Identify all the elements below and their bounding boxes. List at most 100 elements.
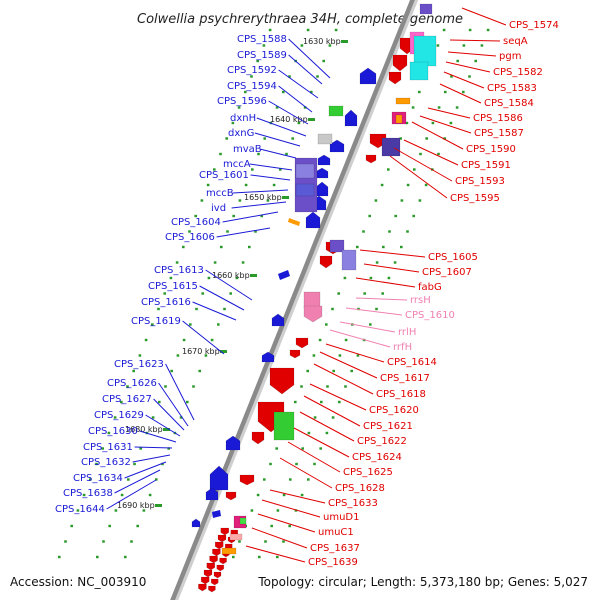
tick-dot	[462, 44, 466, 47]
gene-label-left: CPS_1627	[102, 394, 152, 405]
leader-line	[261, 499, 321, 518]
leader-line	[182, 320, 225, 355]
right-gene-arrow	[239, 474, 255, 486]
tick-dot	[307, 478, 310, 481]
tick-dot	[250, 75, 253, 78]
gene-label-right: CPS_1633	[328, 498, 378, 509]
tick-dot	[127, 478, 130, 481]
tick-dot	[144, 338, 148, 342]
right-gene-arrow	[210, 578, 219, 586]
tick-dot	[318, 338, 322, 342]
tick-dot	[155, 478, 158, 481]
tick-dot	[437, 152, 440, 156]
tick-dot	[455, 106, 459, 109]
gene-label-right: CPS_1605	[428, 252, 478, 263]
tick-dot	[322, 59, 325, 63]
tick-dot	[486, 28, 490, 32]
backbone-line	[170, 0, 415, 600]
leader-line	[419, 115, 472, 134]
gene-box-cyan	[413, 35, 437, 67]
right-gene-arrow	[213, 571, 222, 579]
tick-dot	[89, 478, 92, 481]
tick-dot	[256, 493, 260, 497]
tick-dot	[289, 478, 292, 481]
tick-dot	[136, 524, 139, 528]
tick-dot	[375, 261, 379, 264]
tick-dot	[295, 462, 298, 466]
left-gene-arrow	[344, 109, 358, 127]
tick-dot	[151, 323, 154, 326]
tick-dot	[254, 230, 257, 233]
left-gene-arrow	[315, 167, 329, 179]
leader-line	[199, 285, 245, 311]
tick-dot	[169, 276, 173, 280]
tick-dot	[182, 245, 185, 249]
gene-box-violet	[419, 3, 433, 15]
tick-dot	[132, 369, 135, 373]
leader-line	[427, 107, 471, 119]
gene-label-left: CPS_1629	[94, 410, 144, 421]
kbp-tick	[282, 196, 289, 199]
gene-box-orange	[395, 114, 403, 124]
right-gene-arrow	[269, 367, 295, 395]
tick-dot	[270, 524, 273, 528]
tick-dot	[442, 28, 446, 32]
gene-label-left: CPS_1623	[114, 359, 164, 370]
tick-dot	[225, 137, 228, 140]
tick-dot	[213, 168, 216, 171]
gene-label-left: mvaB	[233, 144, 262, 155]
leader-line	[329, 329, 391, 348]
tick-dot	[368, 214, 371, 218]
gene-label-right: CPS_1625	[343, 467, 393, 478]
tick-dot	[201, 292, 204, 295]
tick-dot	[450, 75, 453, 78]
right-gene-arrow	[212, 548, 221, 557]
leader-line	[309, 383, 367, 411]
tick-dot	[251, 168, 254, 171]
gene-label-right: CPS_1582	[493, 67, 543, 78]
gene-label-left: CPS_1594	[227, 81, 277, 92]
tick-dot	[313, 416, 317, 419]
gene-label-left: CPS_1592	[227, 65, 277, 76]
tick-dot	[231, 121, 235, 125]
tick-dot	[356, 354, 360, 357]
tick-dot	[381, 292, 384, 295]
kbp-label: 1670 kbp	[182, 347, 220, 356]
kbp-label: 1690 kbp	[117, 501, 155, 510]
tick-dot	[300, 493, 304, 497]
gene-label-left: CPS_1604	[171, 217, 221, 228]
tick-dot	[126, 385, 129, 388]
tick-dot	[374, 199, 378, 202]
tick-dot	[337, 292, 340, 295]
tick-dot	[413, 168, 416, 171]
leader-line	[303, 395, 361, 427]
gene-box-violet	[341, 249, 357, 271]
leader-line	[288, 38, 331, 79]
tick-dot	[210, 338, 214, 342]
tick-dot	[161, 462, 164, 466]
right-gene-arrow	[198, 583, 207, 592]
leader-line	[256, 117, 307, 137]
tick-dot	[268, 28, 272, 32]
tick-dot	[108, 524, 111, 528]
tick-dot	[425, 137, 428, 140]
tick-dot	[437, 106, 441, 109]
tick-dot	[207, 276, 211, 280]
tick-dot	[275, 106, 279, 109]
leader-line	[447, 51, 497, 57]
tick-dot	[424, 183, 428, 187]
accession-text: Accession: NC_003910	[10, 575, 146, 589]
tick-dot	[282, 540, 285, 543]
tick-dot	[326, 385, 329, 388]
right-gene-arrow	[365, 154, 377, 164]
kbp-tick	[250, 274, 257, 277]
gene-label-right: CPS_1590	[466, 144, 516, 155]
tick-dot	[130, 540, 133, 543]
gene-box-grey	[317, 133, 333, 145]
tick-dot	[64, 540, 67, 543]
leader-line	[257, 513, 316, 533]
tick-dot	[449, 121, 453, 125]
tick-dot	[288, 75, 291, 78]
leader-line	[259, 148, 297, 159]
leader-line	[325, 343, 385, 363]
